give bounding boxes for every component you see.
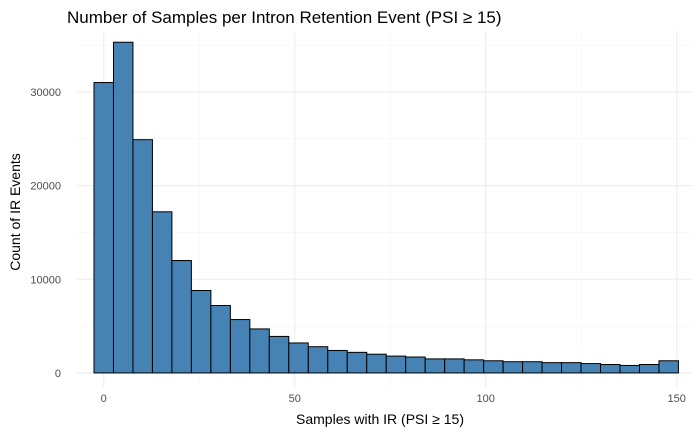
histogram-bar (346, 351, 368, 374)
histogram-bar (229, 319, 251, 374)
histogram-bar (444, 358, 465, 374)
y-tick-label: 20000 (30, 181, 61, 193)
histogram-bar (171, 260, 192, 374)
histogram-bar (327, 349, 348, 374)
histogram-bar (600, 364, 621, 374)
histogram-bar (522, 361, 543, 374)
bars (93, 41, 679, 374)
y-axis-label: Count of IR Events (7, 153, 23, 271)
histogram-bar (249, 328, 270, 374)
histogram-bar (541, 362, 563, 374)
y-tick-label: 10000 (30, 274, 61, 286)
histogram-bar (580, 363, 602, 374)
histogram-bar (93, 82, 114, 374)
histogram-bar (210, 304, 231, 374)
x-tick-label: 0 (101, 393, 107, 405)
histogram-bar (132, 139, 153, 374)
chart-title: Number of Samples per Intron Retention E… (67, 8, 502, 27)
histogram-bar (638, 364, 660, 374)
histogram-bar (405, 356, 426, 374)
histogram-bar (502, 361, 524, 374)
histogram-bar (268, 335, 290, 374)
histogram-bar (307, 346, 329, 374)
histogram-bar (658, 360, 679, 374)
y-axis-ticks: 0 10000 20000 30000 (30, 87, 61, 380)
y-tick-label: 0 (55, 368, 61, 380)
x-tick-label: 150 (668, 393, 686, 405)
histogram-bar (151, 211, 173, 374)
histogram-bar (561, 362, 582, 374)
histogram-bar (190, 290, 212, 374)
x-axis-ticks: 0 50 100 150 (101, 393, 686, 405)
x-tick-label: 100 (477, 393, 495, 405)
histogram-bar (483, 360, 504, 374)
histogram-bar (112, 41, 134, 374)
histogram-bar (288, 342, 309, 374)
histogram-bar (424, 358, 446, 374)
x-tick-label: 50 (289, 393, 301, 405)
histogram-bar (463, 359, 485, 374)
x-axis-label: Samples with IR (PSI ≥ 15) (296, 411, 464, 427)
histogram-bar (366, 353, 387, 374)
histogram-bar (385, 355, 407, 374)
histogram-bar (619, 364, 640, 374)
y-tick-label: 30000 (30, 87, 61, 99)
